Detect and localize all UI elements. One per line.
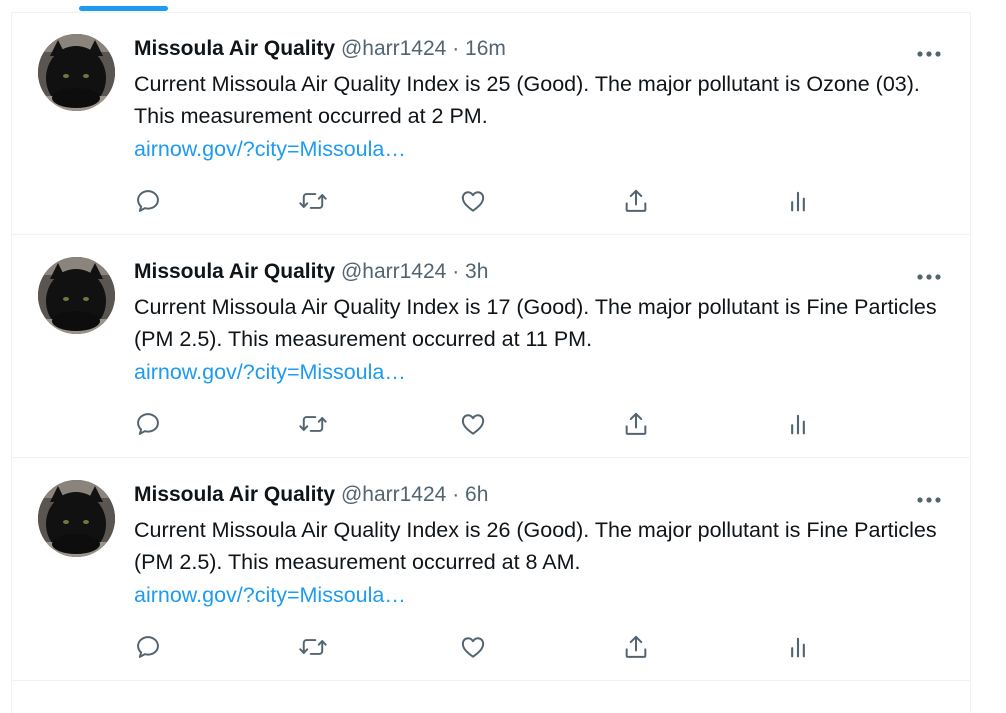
- like-button[interactable]: [457, 631, 489, 663]
- heart-icon: [461, 191, 485, 212]
- analytics-button[interactable]: [782, 185, 814, 217]
- retweet-icon: [299, 639, 327, 655]
- active-tab-indicator: [79, 6, 168, 11]
- avatar[interactable]: [38, 257, 115, 334]
- cat-avatar-image: [38, 34, 115, 111]
- retweet-icon: [299, 193, 327, 209]
- more-options-button[interactable]: [914, 492, 944, 503]
- display-name[interactable]: Missoula Air Quality: [134, 483, 336, 506]
- avatar[interactable]: [38, 480, 115, 557]
- tweet-header: Missoula Air Quality @harr1424 · 16m: [134, 35, 506, 63]
- more-options-button[interactable]: [914, 269, 944, 280]
- retweet-icon: [299, 416, 327, 432]
- timestamp[interactable]: 16m: [465, 37, 506, 60]
- user-handle[interactable]: @harr1424: [340, 260, 447, 283]
- share-icon: [625, 635, 647, 658]
- reply-icon: [137, 190, 159, 212]
- user-handle[interactable]: @harr1424: [340, 37, 447, 60]
- separator-dot: ·: [452, 483, 460, 506]
- share-button[interactable]: [620, 408, 652, 440]
- tweet-text: Current Missoula Air Quality Index is 25…: [134, 72, 920, 128]
- display-name[interactable]: Missoula Air Quality: [134, 260, 336, 283]
- tweet-feed: Missoula Air Quality @harr1424 · 16m Cur…: [11, 12, 971, 713]
- analytics-button[interactable]: [782, 631, 814, 663]
- like-button[interactable]: [457, 185, 489, 217]
- reply-button[interactable]: [132, 408, 164, 440]
- tweet-link[interactable]: airnow.gov/?city=Missoula…: [134, 360, 406, 384]
- analytics-icon: [791, 191, 805, 212]
- tweet-header: Missoula Air Quality @harr1424 · 3h: [134, 258, 488, 286]
- reply-icon: [137, 636, 159, 658]
- tweet[interactable]: Missoula Air Quality @harr1424 · 3h Curr…: [12, 236, 970, 458]
- more-options-button[interactable]: [914, 46, 944, 57]
- analytics-button[interactable]: [782, 408, 814, 440]
- heart-icon: [461, 637, 485, 658]
- heart-icon: [461, 414, 485, 435]
- share-icon: [625, 189, 647, 212]
- cat-avatar-image: [38, 257, 115, 334]
- tweet[interactable]: Missoula Air Quality @harr1424 · 6h Curr…: [12, 459, 970, 681]
- reply-icon: [137, 413, 159, 435]
- share-button[interactable]: [620, 185, 652, 217]
- reply-button[interactable]: [132, 185, 164, 217]
- retweet-button[interactable]: [297, 408, 329, 440]
- analytics-icon: [791, 414, 805, 435]
- avatar[interactable]: [38, 34, 115, 111]
- analytics-icon: [791, 637, 805, 658]
- retweet-button[interactable]: [297, 631, 329, 663]
- share-button[interactable]: [620, 631, 652, 663]
- more-horizontal-icon: [917, 274, 941, 280]
- retweet-button[interactable]: [297, 185, 329, 217]
- tweet-text: Current Missoula Air Quality Index is 17…: [134, 295, 937, 351]
- reply-button[interactable]: [132, 631, 164, 663]
- display-name[interactable]: Missoula Air Quality: [134, 37, 336, 60]
- share-icon: [625, 412, 647, 435]
- tweet-link[interactable]: airnow.gov/?city=Missoula…: [134, 137, 406, 161]
- timestamp[interactable]: 3h: [465, 260, 489, 283]
- user-handle[interactable]: @harr1424: [340, 483, 447, 506]
- separator-dot: ·: [452, 37, 460, 60]
- tweet-text: Current Missoula Air Quality Index is 26…: [134, 518, 937, 574]
- separator-dot: ·: [452, 260, 460, 283]
- cat-avatar-image: [38, 480, 115, 557]
- tweet-link[interactable]: airnow.gov/?city=Missoula…: [134, 583, 406, 607]
- timestamp[interactable]: 6h: [465, 483, 489, 506]
- tweet-header: Missoula Air Quality @harr1424 · 6h: [134, 481, 488, 509]
- more-horizontal-icon: [917, 51, 941, 57]
- tweet[interactable]: Missoula Air Quality @harr1424 · 16m Cur…: [12, 13, 970, 235]
- like-button[interactable]: [457, 408, 489, 440]
- more-horizontal-icon: [917, 497, 941, 503]
